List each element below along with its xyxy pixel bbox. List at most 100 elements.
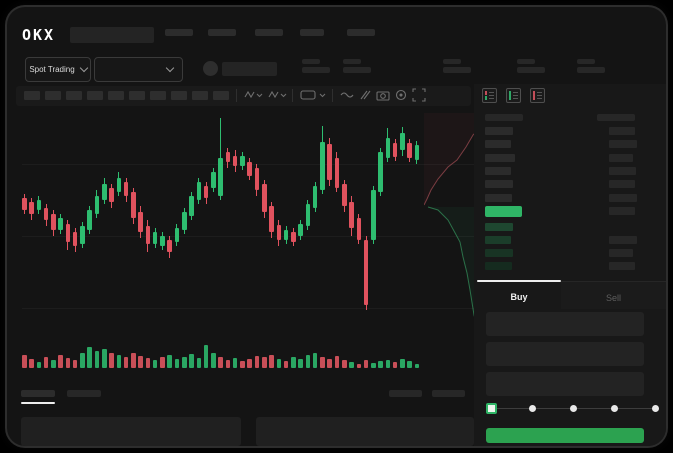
nav-item-placeholder[interactable] — [208, 29, 236, 36]
amount-input-placeholder[interactable] — [486, 342, 644, 366]
wave-icon[interactable] — [340, 88, 354, 107]
ask-size-placeholder[interactable] — [609, 140, 637, 148]
bid-size-placeholder[interactable] — [609, 236, 637, 244]
candle — [189, 196, 194, 216]
candle — [385, 138, 391, 158]
timeframe-button-placeholder[interactable] — [213, 91, 229, 100]
candle — [291, 232, 296, 242]
nav-item-placeholder[interactable] — [347, 29, 375, 36]
ask-price-placeholder[interactable] — [485, 154, 515, 162]
indicator-badge-chevron-icon[interactable] — [300, 88, 328, 107]
candle — [196, 182, 202, 200]
bottom-action-placeholder[interactable] — [389, 390, 422, 397]
total-input-placeholder[interactable] — [486, 372, 644, 396]
ask-size-placeholder[interactable] — [609, 180, 635, 188]
orders-panel-placeholder — [256, 417, 474, 446]
ask-price-placeholder[interactable] — [485, 167, 511, 175]
camera-icon[interactable] — [376, 88, 390, 107]
target-circle-icon[interactable] — [394, 88, 408, 107]
ask-price-placeholder[interactable] — [485, 127, 513, 135]
volume-bar — [371, 363, 376, 368]
expand-icon[interactable] — [412, 88, 426, 107]
volume-bar — [72, 360, 78, 368]
bottom-tab[interactable] — [67, 390, 101, 397]
bid-size-placeholder[interactable] — [609, 262, 635, 270]
bid-size-placeholder[interactable] — [609, 207, 635, 215]
ask-size-placeholder[interactable] — [609, 154, 633, 162]
slider-handle[interactable] — [486, 403, 497, 414]
bottom-action-placeholder[interactable] — [432, 390, 465, 397]
bid-size-placeholder[interactable] — [609, 249, 633, 257]
candle — [72, 232, 78, 246]
ask-price-placeholder[interactable] — [485, 180, 513, 188]
parallel-lines-icon[interactable] — [358, 88, 372, 107]
coin-avatar[interactable] — [203, 61, 218, 76]
slider-stop[interactable] — [529, 405, 536, 412]
okx-logo: OKX — [22, 26, 56, 44]
candle — [276, 225, 282, 240]
stat-label-placeholder — [302, 59, 320, 64]
orderbook-bids-icon[interactable] — [506, 88, 521, 103]
market-type-selector[interactable]: Spot Trading — [25, 57, 91, 82]
zigzag-chevron-icon[interactable] — [244, 88, 264, 107]
timeframe-button-placeholder[interactable] — [129, 91, 145, 100]
bid-price-placeholder[interactable] — [485, 249, 513, 257]
last-price-highlight[interactable] — [485, 206, 522, 217]
bid-price-placeholder[interactable] — [485, 223, 513, 231]
ask-size-placeholder[interactable] — [609, 127, 635, 135]
slider-stop[interactable] — [611, 405, 618, 412]
price-input-placeholder[interactable] — [486, 312, 644, 336]
candle — [247, 162, 252, 176]
tabbar-divider — [477, 281, 666, 282]
bid-price-placeholder[interactable] — [485, 262, 512, 270]
candle — [94, 196, 100, 214]
candle — [167, 240, 172, 252]
timeframe-button-placeholder[interactable] — [66, 91, 82, 100]
volume-bar — [182, 357, 187, 368]
timeframe-button-placeholder[interactable] — [87, 91, 103, 100]
orderbook-combined-icon[interactable] — [482, 88, 497, 103]
timeframe-button-placeholder[interactable] — [150, 91, 166, 100]
nav-item-placeholder[interactable] — [300, 29, 324, 36]
candle — [65, 224, 71, 242]
slider-stop[interactable] — [570, 405, 577, 412]
volume-bar — [43, 357, 49, 368]
timeframe-button-placeholder[interactable] — [45, 91, 61, 100]
volume-bar — [312, 353, 318, 368]
nav-item-placeholder[interactable] — [255, 29, 283, 36]
candle — [174, 228, 180, 242]
candle — [305, 204, 311, 226]
volume-bar — [262, 357, 267, 368]
tab-buy[interactable]: Buy — [510, 292, 528, 302]
candle — [36, 200, 42, 210]
timeframe-button-placeholder[interactable] — [192, 91, 208, 100]
candle — [407, 143, 412, 158]
volume-bar — [283, 361, 289, 368]
bottom-tab-active[interactable] — [21, 390, 55, 397]
ask-price-placeholder[interactable] — [485, 194, 512, 202]
candle — [349, 202, 354, 228]
timeframe-button-placeholder[interactable] — [108, 91, 124, 100]
orderbook-asks-icon[interactable] — [530, 88, 545, 103]
timeframe-button-placeholder[interactable] — [24, 91, 40, 100]
candle — [218, 158, 223, 196]
candlestick-chart[interactable] — [22, 113, 422, 330]
bid-price-placeholder[interactable] — [485, 236, 511, 244]
candle — [43, 208, 49, 220]
search-placeholder[interactable] — [70, 27, 154, 43]
slider-stop[interactable] — [652, 405, 659, 412]
candle — [371, 190, 376, 240]
ask-price-placeholder[interactable] — [485, 140, 511, 148]
zigzag-chevron-icon[interactable] — [268, 88, 288, 107]
orders-panel-placeholder — [21, 417, 241, 446]
pair-selector-dropdown[interactable] — [94, 57, 183, 82]
buy-submit-button[interactable] — [486, 428, 644, 443]
candle — [378, 152, 383, 192]
nav-item-placeholder[interactable] — [165, 29, 193, 36]
timeframe-button-placeholder[interactable] — [171, 91, 187, 100]
volume-bar — [334, 356, 340, 368]
tab-sell[interactable]: Sell — [605, 293, 621, 303]
ask-size-placeholder[interactable] — [609, 194, 637, 202]
ask-size-placeholder[interactable] — [609, 167, 636, 175]
volume-bar — [378, 361, 383, 368]
